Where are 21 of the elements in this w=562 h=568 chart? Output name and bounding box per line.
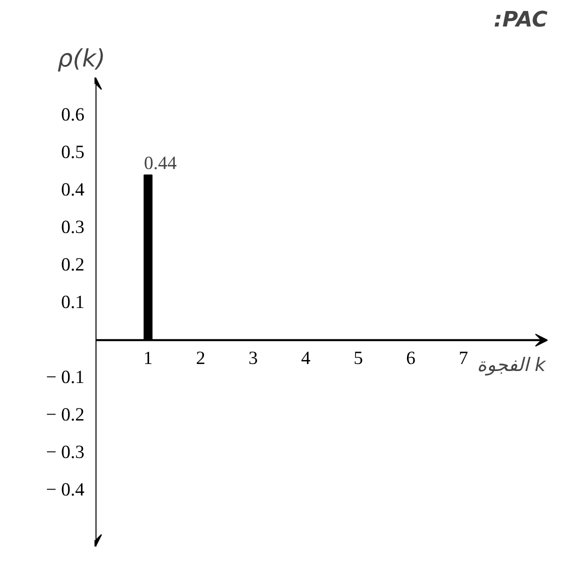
y-tick-label: − 0.3	[46, 442, 85, 464]
x-tick-label: 4	[301, 348, 312, 370]
x-axis-title: الفجوة k	[477, 355, 547, 376]
y-tick-label: 0.4	[61, 180, 86, 201]
x-tick-label: 2	[196, 348, 206, 370]
y-tick-label: − 0.2	[46, 404, 85, 426]
y-tick-label: 0.1	[61, 292, 85, 314]
y-tick-label: 0.5	[61, 142, 85, 164]
x-tick-label: 3	[248, 348, 258, 370]
x-tick-label: 5	[354, 348, 363, 370]
y-tick-label: − 0.1	[46, 367, 85, 388]
x-tick-label: 7	[458, 348, 468, 370]
y-tick-label: − 0.4	[46, 480, 86, 501]
chart-title: :PAC	[494, 8, 548, 32]
x-tick-label: 6	[406, 348, 416, 370]
data-label: 0.44	[144, 153, 178, 174]
y-tick-label: 0.3	[61, 217, 85, 238]
y-axis-title: ρ(k)	[58, 44, 106, 72]
y-tick-label: 0.6	[61, 104, 85, 126]
x-tick-label: 1	[143, 348, 153, 370]
y-tick-label: 0.2	[61, 254, 85, 276]
